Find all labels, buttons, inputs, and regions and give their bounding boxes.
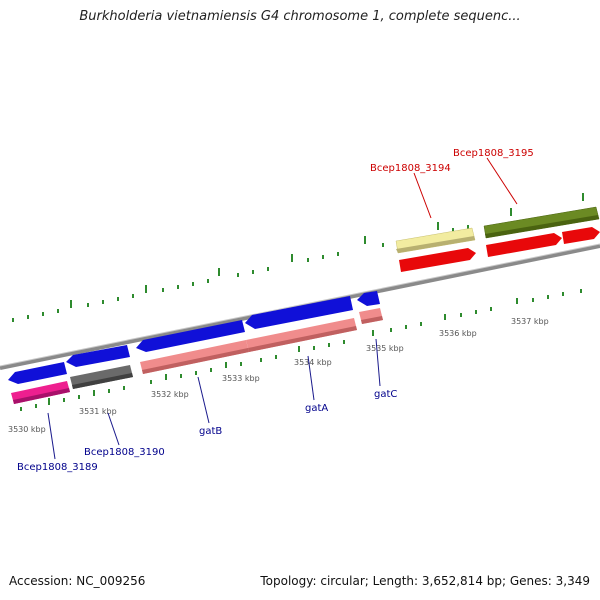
gene-gatB-cds[interactable]	[136, 320, 245, 352]
leader-line-gatC	[375, 338, 381, 387]
leader-line-gatB	[197, 376, 210, 424]
gene-label-gatB[interactable]: gatB	[199, 426, 222, 437]
scale-label-3531: 3531 kbp	[79, 407, 117, 416]
scale-label-3530: 3530 kbp	[8, 425, 46, 434]
scale-label-3537: 3537 kbp	[511, 317, 549, 326]
gene-label-bcep1808-3189[interactable]: Bcep1808_3189	[17, 462, 98, 473]
scale-label-3536: 3536 kbp	[439, 329, 477, 338]
gene-bcep1808-3194-arrow[interactable]	[399, 248, 476, 272]
accession-label: Accession: NC_009256	[9, 574, 146, 588]
gene-label-bcep1808-3194[interactable]: Bcep1808_3194	[370, 163, 451, 174]
gene-label-bcep1808-3195[interactable]: Bcep1808_3195	[453, 148, 534, 159]
chart-title: Burkholderia vietnamiensis G4 chromosome…	[79, 9, 521, 24]
gene-bcep1808-3189-cds[interactable]	[8, 362, 67, 384]
upper-tick-row	[12, 193, 584, 322]
leader-line-gatA	[307, 355, 315, 401]
gene-gatC-cds[interactable]	[357, 291, 380, 306]
leader-line-3195	[486, 157, 518, 205]
gene-label-gatA[interactable]: gatA	[305, 403, 328, 414]
leader-line-3194	[413, 172, 432, 219]
gene-next-arrow[interactable]	[562, 227, 600, 244]
scale-label-3534: 3534 kbp	[294, 358, 332, 367]
lower-tick-row	[20, 289, 582, 411]
scale-label-3535: 3535 kbp	[366, 344, 404, 353]
scale-label-3533: 3533 kbp	[222, 374, 260, 383]
genome-stats: Topology: circular; Length: 3,652,814 bp…	[260, 574, 590, 588]
leader-line-3189	[47, 412, 56, 460]
gene-label-bcep1808-3190[interactable]: Bcep1808_3190	[84, 447, 165, 458]
gene-bcep1808-3190-cds[interactable]	[66, 345, 130, 367]
gene-gatA-cds[interactable]	[245, 296, 353, 329]
scale-label-3532: 3532 kbp	[151, 390, 189, 399]
gene-bcep1808-3195-arrow[interactable]	[486, 233, 562, 257]
gene-label-gatC[interactable]: gatC	[374, 389, 397, 400]
leader-line-3190	[107, 412, 120, 446]
